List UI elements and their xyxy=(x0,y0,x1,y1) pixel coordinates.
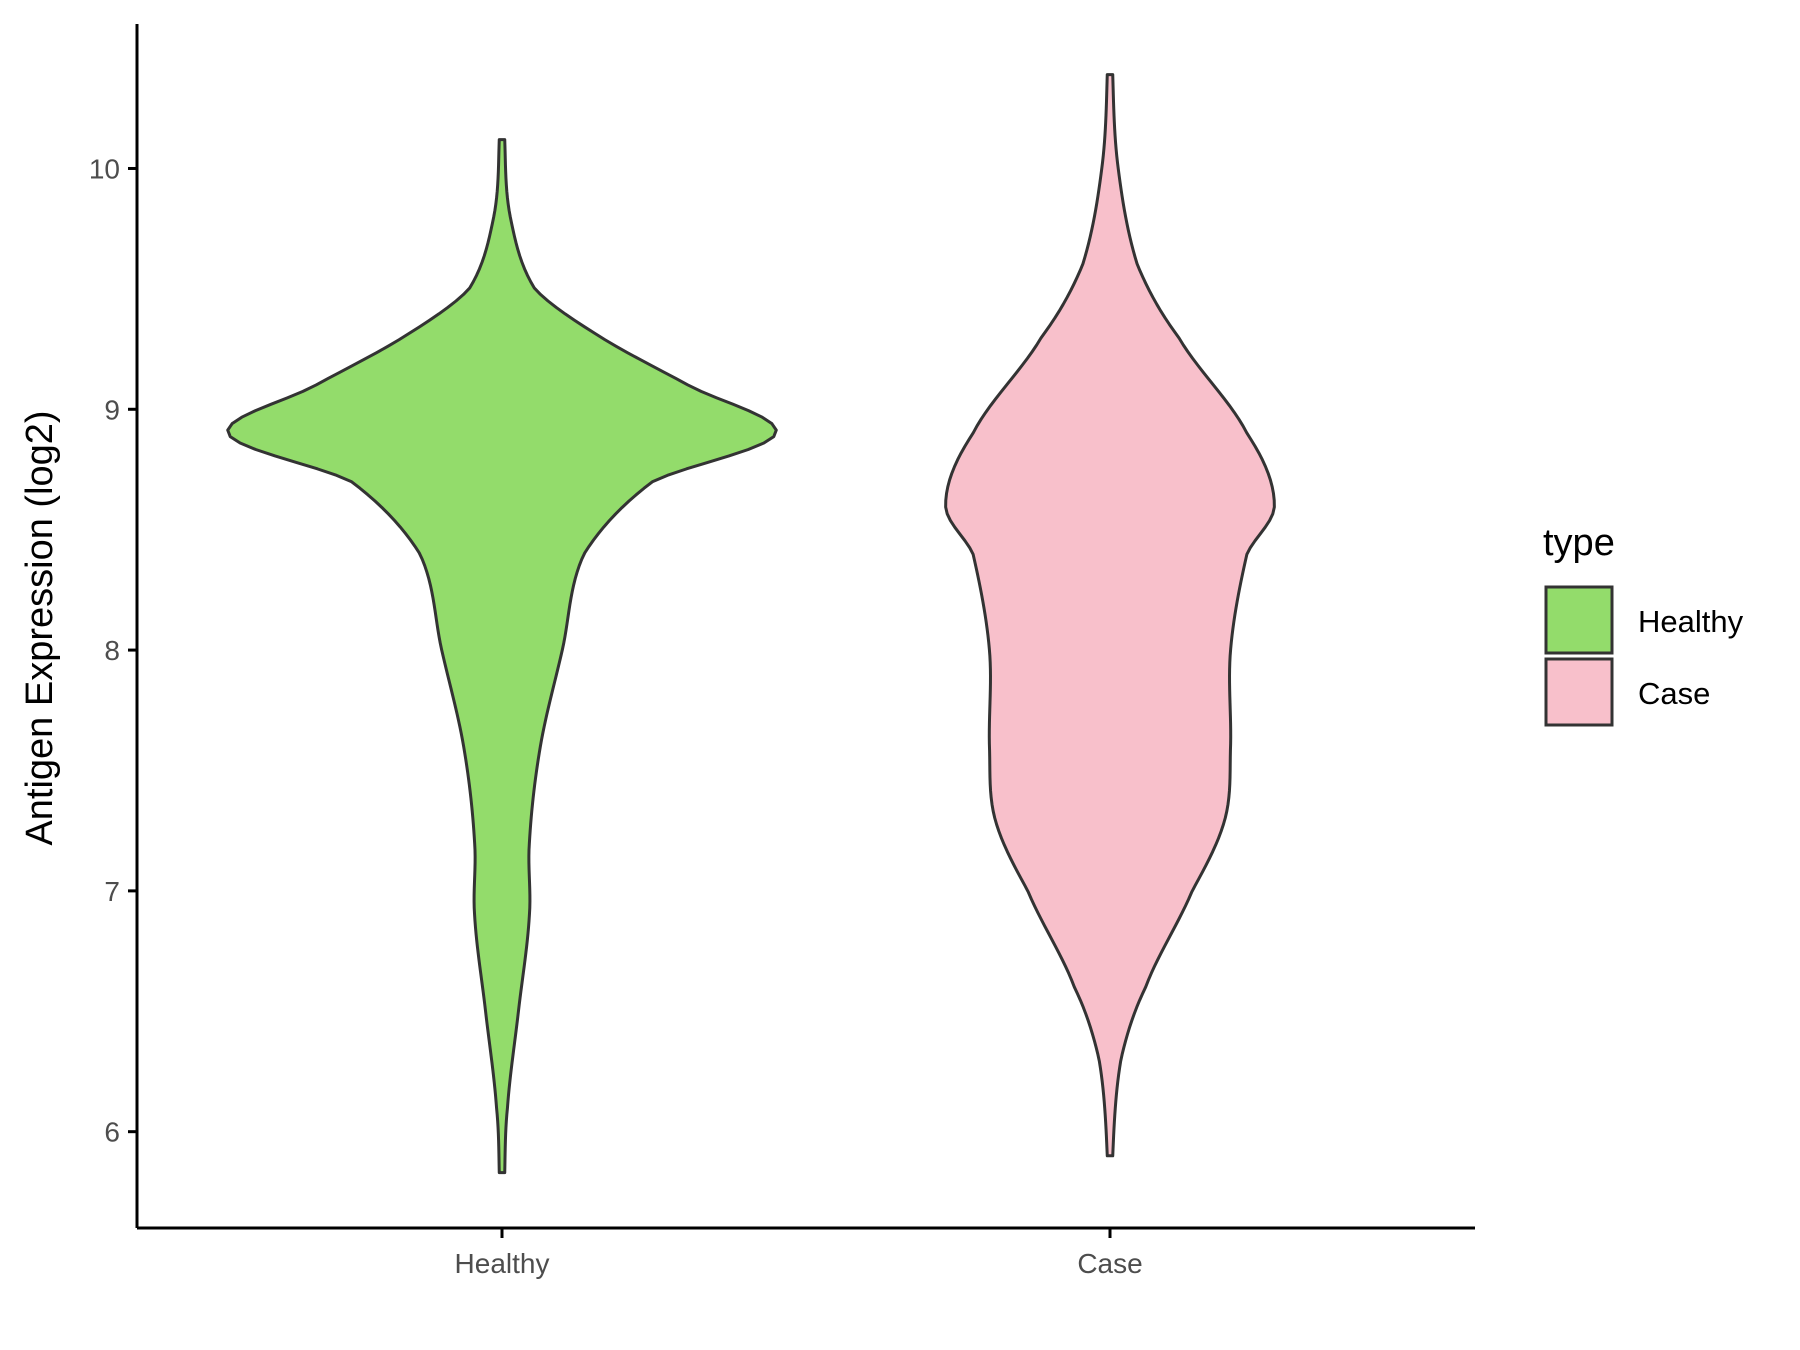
y-axis-ticks: 6 7 8 9 10 xyxy=(89,153,137,1148)
legend-entries: Healthy Case xyxy=(1544,585,1744,727)
violin-case xyxy=(944,73,1276,1158)
legend-label-healthy: Healthy xyxy=(1638,604,1744,639)
legend-title: type xyxy=(1543,522,1615,564)
legend-label-case: Case xyxy=(1638,676,1710,711)
y-tick-label: 10 xyxy=(89,153,120,184)
legend-swatch-healthy xyxy=(1544,585,1614,655)
x-tick-label: Healthy xyxy=(455,1248,550,1279)
violins-layer xyxy=(226,73,1276,1175)
y-tick-label: 9 xyxy=(104,394,120,425)
y-tick-label: 7 xyxy=(104,876,120,907)
y-tick-label: 6 xyxy=(104,1117,120,1148)
y-tick-label: 8 xyxy=(104,635,120,666)
x-axis-ticks: Healthy Case xyxy=(455,1228,1143,1279)
y-axis-title: Antigen Expression (log2) xyxy=(19,410,61,845)
violin-healthy xyxy=(226,138,778,1175)
x-tick-label: Case xyxy=(1077,1248,1142,1279)
legend-swatch-case xyxy=(1544,657,1614,727)
legend: type Healthy Case xyxy=(1543,522,1744,727)
